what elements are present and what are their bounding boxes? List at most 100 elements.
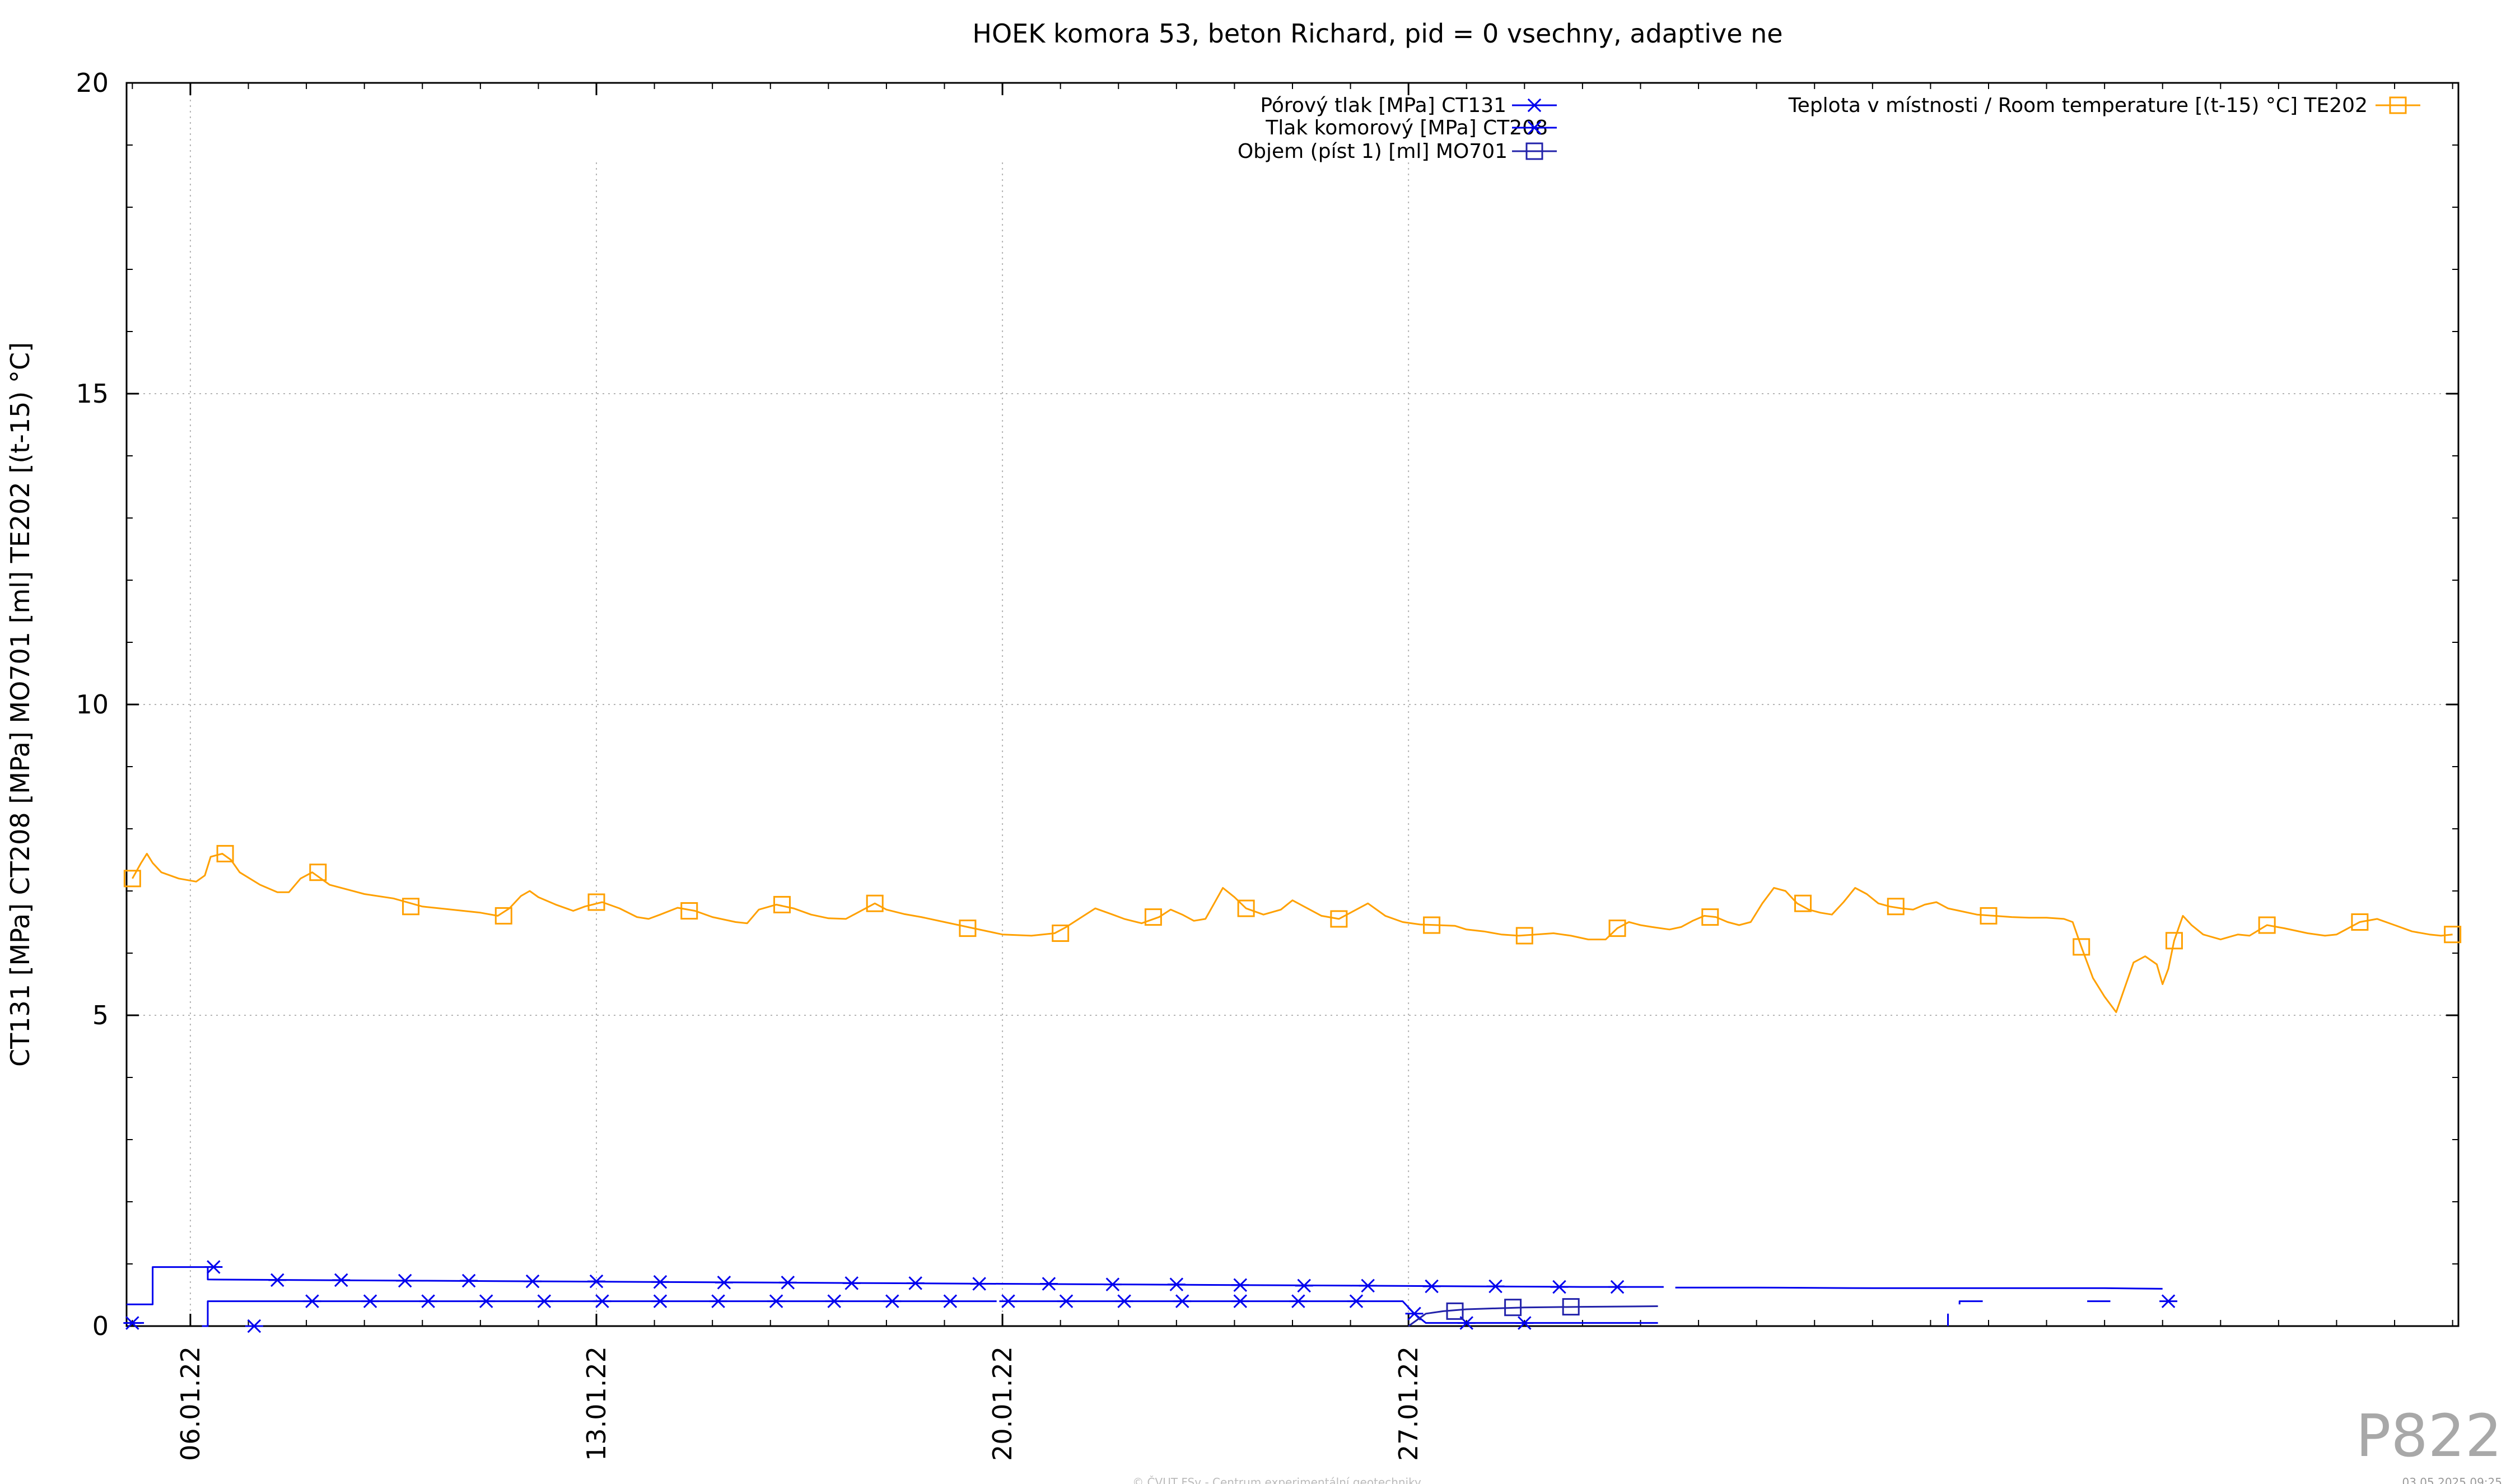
data-point-ct208 <box>941 1294 959 1308</box>
data-point-te202 <box>2258 916 2276 934</box>
data-point-ct208 <box>883 1294 902 1308</box>
marker-stroke <box>1459 1316 1474 1330</box>
marker-stroke <box>247 1319 262 1333</box>
y-axis-label: CT131 [MPa] CT208 [MPa] MO701 [ml] TE202… <box>5 342 35 1067</box>
data-point-ct131 <box>1608 1280 1627 1294</box>
marker-stroke <box>1291 1294 1305 1308</box>
data-point-ct131 <box>268 1273 287 1287</box>
data-point-ct131 <box>1486 1279 1505 1294</box>
data-point-te202 <box>1237 899 1255 917</box>
data-point-ct131 <box>651 1275 669 1289</box>
data-point-ct131 <box>1231 1278 1249 1292</box>
data-point-ct131 <box>1103 1277 1122 1291</box>
marker-stroke <box>653 1275 668 1289</box>
marker-stroke <box>589 1274 604 1289</box>
data-point-ct208 <box>419 1294 437 1308</box>
data-point-te202 <box>773 895 791 913</box>
data-point-ct131 <box>970 1277 988 1291</box>
data-point-te202 <box>402 898 420 916</box>
data-point-te202 <box>2073 938 2090 956</box>
y-tick-label: 0 <box>92 1311 109 1341</box>
marker-stroke <box>717 1276 731 1290</box>
marker-stroke <box>1297 1278 1311 1293</box>
data-point-ct131 <box>332 1273 351 1287</box>
marker-stroke <box>1527 120 1542 135</box>
marker-stroke <box>1059 1294 1074 1308</box>
legend-marker-ct131 <box>1525 98 1543 113</box>
data-point-te202 <box>1515 927 1533 945</box>
x-tick-label: 20.01.22 <box>987 1346 1018 1461</box>
series-line-ct208 <box>1014 1300 1658 1324</box>
data-point-te202 <box>1794 894 1812 912</box>
marker-stroke <box>1425 1279 1439 1294</box>
series-layer <box>123 844 2462 1333</box>
series-line-te202 <box>132 852 2453 1013</box>
data-point-ct131 <box>1295 1278 1313 1293</box>
data-point-ct131 <box>396 1273 414 1288</box>
data-point-te202 <box>959 920 977 937</box>
data-point-ct131 <box>524 1274 542 1289</box>
marker-stroke <box>972 1277 986 1291</box>
series-line-ct208 <box>1958 1300 1983 1305</box>
legend-marker-mo701 <box>1525 142 1543 160</box>
series-line-mo701 <box>1408 1305 1658 1327</box>
data-point-te202 <box>680 902 698 920</box>
data-point-mo701 <box>1504 1299 1522 1317</box>
data-point-ct131 <box>587 1274 606 1289</box>
data-point-te202 <box>1887 898 1905 916</box>
grid <box>127 83 2458 1326</box>
series-line-ct131 <box>1675 1286 2163 1290</box>
data-point-mo701 <box>1562 1298 1580 1316</box>
data-point-ct131 <box>460 1273 478 1288</box>
marker-stroke <box>827 1294 841 1308</box>
legend: Pórový tlak [MPa] CT131 Tlak komorový [M… <box>1238 94 2420 163</box>
data-point-ct208 <box>123 1316 142 1330</box>
marker-stroke <box>769 1294 783 1308</box>
marker-stroke <box>537 1294 552 1308</box>
marker-stroke <box>1552 1280 1566 1294</box>
axis-ticks: 0 5 10 15 20 06.01.22 13.01.22 20.01.22 27.01.22 <box>76 68 2458 1461</box>
marker-stroke <box>461 1273 476 1288</box>
legend-label-mo701: Objem (píst 1) [ml] MO701 <box>1238 140 1508 163</box>
series-ct208 <box>123 1294 2178 1333</box>
data-point-ct208 <box>535 1294 553 1308</box>
data-point-ct208 <box>2159 1294 2178 1308</box>
data-point-te202 <box>1701 908 1719 926</box>
data-point-ct208 <box>1405 1306 1424 1321</box>
marker-stroke <box>711 1294 725 1308</box>
data-point-te202 <box>1052 924 1070 942</box>
marker-stroke <box>1610 1280 1625 1294</box>
data-point-te202 <box>2165 932 2183 950</box>
data-point-te202 <box>123 870 141 888</box>
marker-stroke <box>305 1294 319 1308</box>
data-point-ct131 <box>1039 1277 1058 1291</box>
data-point-ct208 <box>767 1294 786 1308</box>
footer-credit: © ČVUT FSv - Centrum experimentální geot… <box>1132 1476 1421 1484</box>
data-point-te202 <box>1980 907 1998 925</box>
data-point-ct131 <box>1550 1280 1569 1294</box>
data-point-ct208 <box>999 1294 1018 1308</box>
data-point-ct208 <box>1515 1316 1534 1330</box>
data-point-ct131 <box>842 1276 861 1290</box>
data-point-te202 <box>587 893 605 911</box>
data-point-ct208 <box>651 1294 669 1308</box>
data-point-te202 <box>1608 920 1626 937</box>
marker-stroke <box>363 1294 377 1308</box>
data-point-ct131 <box>1422 1279 1441 1294</box>
series-ct131 <box>127 1260 2163 1305</box>
data-point-te202 <box>1144 908 1162 926</box>
x-tick-label: 06.01.22 <box>175 1346 206 1461</box>
data-point-ct208 <box>1289 1294 1308 1308</box>
data-point-ct208 <box>303 1294 321 1308</box>
legend-marker-ct208 <box>1525 120 1543 135</box>
data-point-ct131 <box>715 1276 733 1290</box>
marker-stroke <box>398 1273 412 1288</box>
marker-stroke <box>270 1273 284 1287</box>
data-point-ct131 <box>778 1276 797 1290</box>
data-point-ct208 <box>593 1294 612 1308</box>
marker-stroke <box>1175 1294 1189 1308</box>
data-point-ct131 <box>906 1276 925 1290</box>
marker-stroke <box>844 1276 859 1290</box>
marker-stroke <box>1042 1277 1056 1291</box>
data-point-ct208 <box>1231 1294 1249 1308</box>
